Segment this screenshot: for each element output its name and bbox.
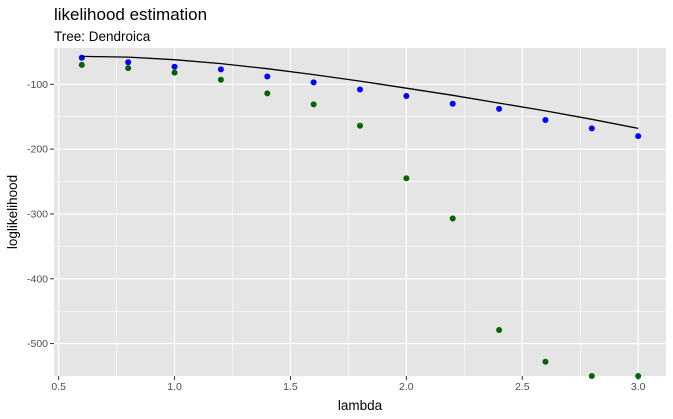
x-axis-label: lambda [338, 398, 383, 413]
data-point [217, 66, 224, 73]
x-tick-label: 1.0 [167, 381, 182, 393]
y-tick-label: -400 [27, 273, 48, 285]
x-tick-label: 2.5 [515, 381, 530, 393]
data-point [171, 63, 178, 70]
x-tick-label: 0.5 [51, 381, 66, 393]
data-point [542, 358, 549, 365]
data-point [496, 105, 503, 112]
data-point [403, 92, 410, 99]
data-point [171, 69, 178, 76]
y-tick-label: -200 [27, 144, 48, 156]
data-marks [78, 54, 642, 379]
data-point [310, 79, 317, 86]
x-tick-label: 3.0 [631, 381, 646, 393]
data-point [403, 175, 410, 182]
axis-labels: 0.5 1.0 1.5 2.0 2.5 3.0 -100 -200 -300 -400 -500 la… [5, 79, 646, 413]
x-tick-label: 2.0 [399, 381, 414, 393]
y-axis-label: loglikelihood [5, 175, 20, 249]
y-tick-label: -100 [27, 79, 48, 91]
y-tick-label: -300 [27, 208, 48, 220]
x-tick-label: 1.5 [283, 381, 298, 393]
data-point [264, 90, 271, 97]
data-point [310, 101, 317, 108]
grid-lines [54, 48, 666, 376]
data-point [78, 61, 85, 68]
data-point [449, 215, 456, 222]
data-point [357, 86, 363, 93]
data-point [496, 326, 503, 333]
data-point [635, 133, 642, 140]
data-point [357, 122, 363, 129]
data-point [588, 125, 595, 132]
data-point [125, 59, 132, 66]
data-point [588, 373, 595, 379]
data-point [78, 54, 85, 61]
chart-title: likelihood estimation [54, 5, 208, 24]
plot-panel [54, 48, 666, 376]
series-line [81, 55, 639, 130]
data-point [264, 73, 271, 80]
data-point [125, 65, 132, 72]
y-tick-label: -500 [27, 338, 48, 350]
data-point [635, 373, 642, 379]
data-point [542, 116, 549, 123]
plot-background [54, 48, 666, 376]
chart-subtitle: Tree: Dendroica [54, 29, 151, 44]
data-point [217, 76, 224, 83]
data-point [449, 100, 456, 107]
